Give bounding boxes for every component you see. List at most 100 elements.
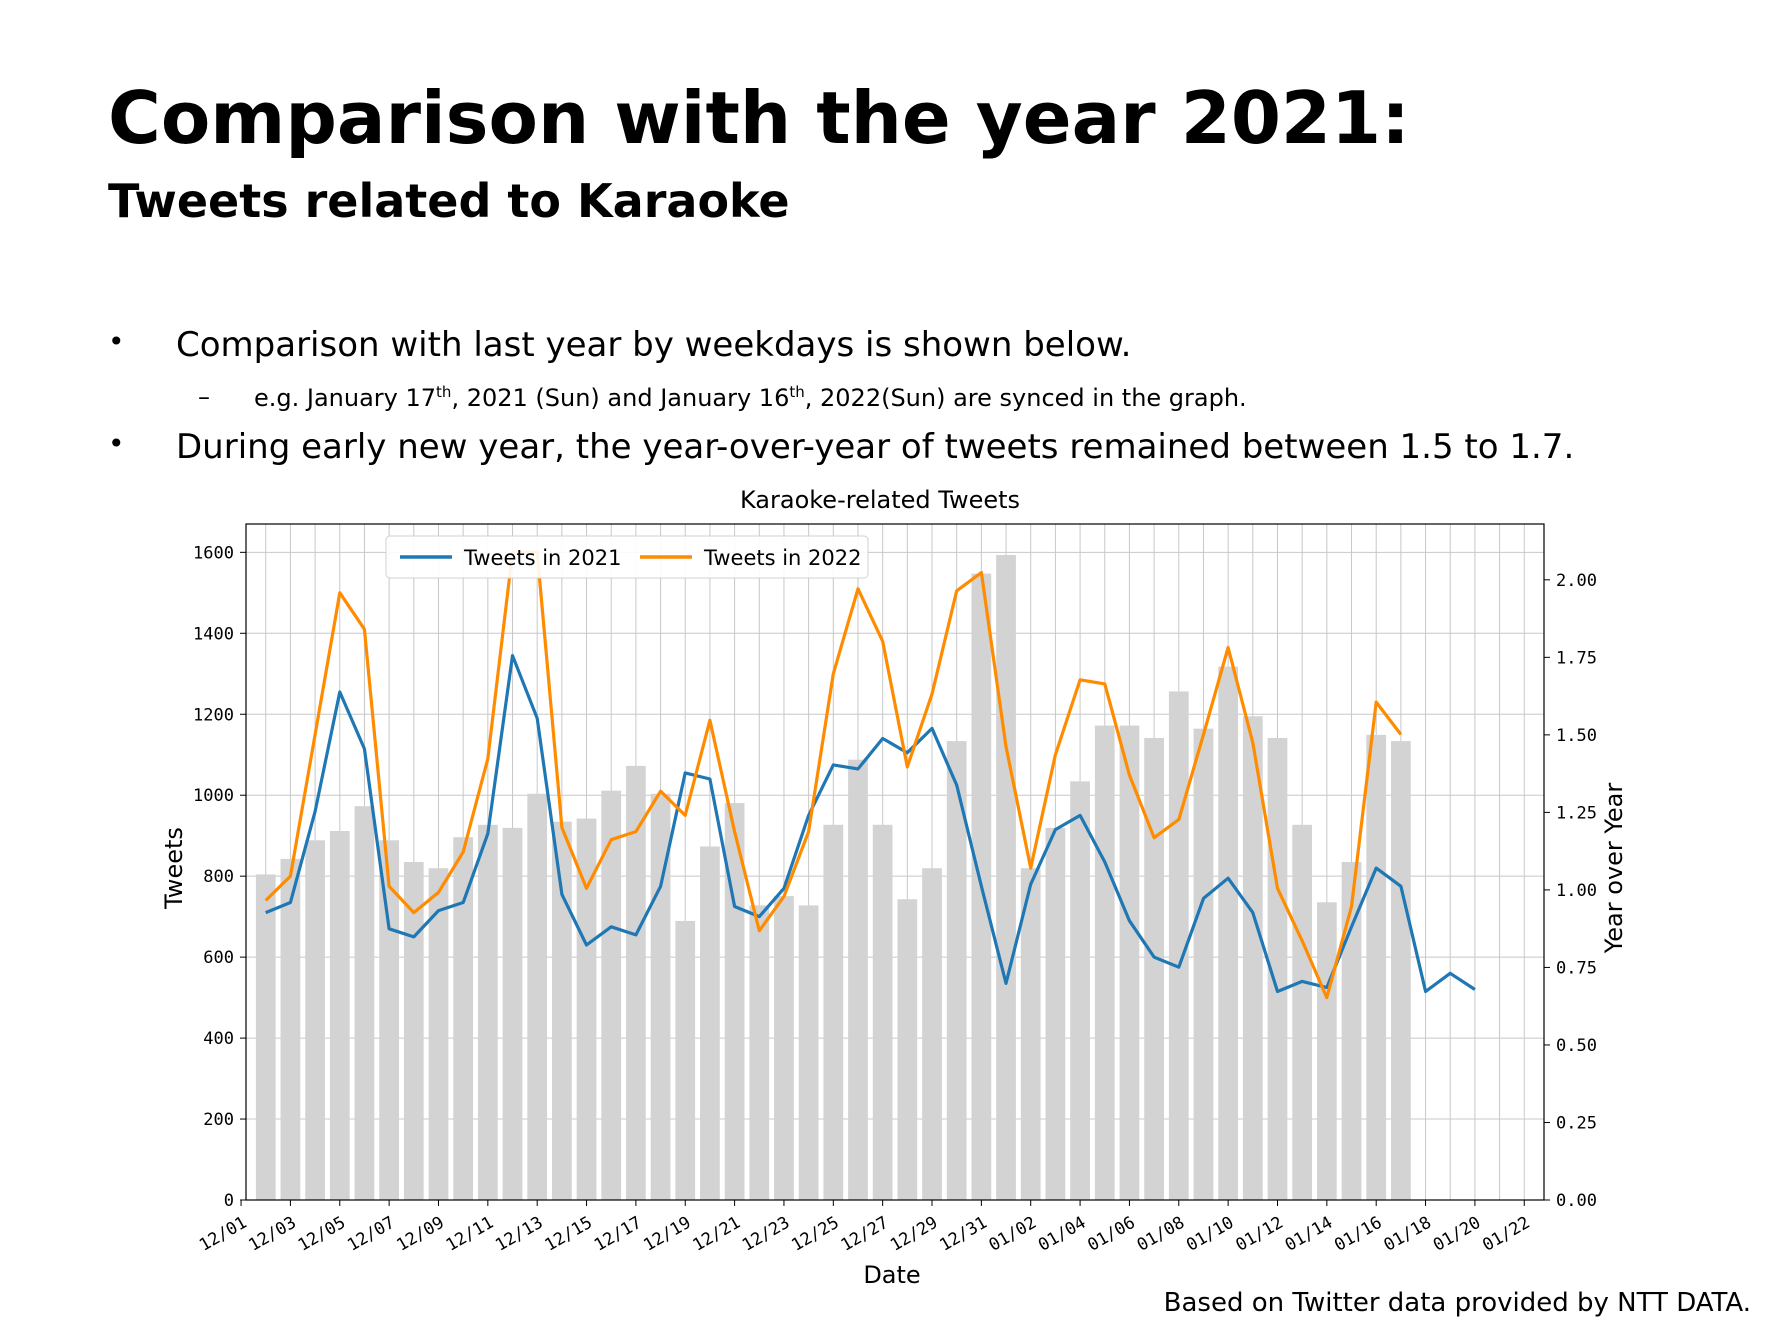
y2-tick-label: 0.75	[1556, 958, 1597, 978]
yoy-bar	[551, 821, 572, 1200]
y-tick-label: 1600	[193, 543, 234, 563]
y-tick-label: 1000	[193, 786, 234, 806]
bullet-dot-icon: •	[108, 427, 125, 460]
x-tick-label: 12/09	[393, 1213, 447, 1256]
x-tick-label: 12/11	[443, 1213, 497, 1256]
y-tick-label: 1400	[193, 624, 234, 644]
bullet-2-text: During early new year, the year-over-yea…	[176, 427, 1575, 467]
y2-tick-label: 1.50	[1556, 726, 1597, 746]
yoy-bar	[1193, 728, 1214, 1200]
line-tweets-2022	[264, 550, 1403, 1000]
dash-icon: –	[198, 383, 210, 411]
yoy-bar	[774, 896, 794, 1200]
yoy-bar	[453, 837, 474, 1200]
y-tick-label: 600	[203, 948, 234, 968]
yoy-bar	[700, 846, 720, 1200]
legend: Tweets in 2021 Tweets in 2022	[385, 535, 869, 579]
y2-tick-label: 0.25	[1556, 1113, 1597, 1133]
x-tick-label: 01/06	[1084, 1213, 1138, 1256]
yoy-bar	[477, 824, 498, 1200]
yoy-bar	[280, 858, 301, 1200]
yoy-bar	[946, 741, 967, 1200]
yoy-bar	[1144, 737, 1164, 1200]
yoy-bar	[305, 840, 325, 1200]
yoy-bar	[922, 868, 942, 1200]
y2-tick-label: 2.00	[1556, 571, 1597, 591]
yoy-bar	[724, 803, 745, 1200]
x-tick-label: 01/02	[986, 1213, 1040, 1256]
yoy-bar	[1168, 691, 1189, 1200]
yoy-bar	[872, 824, 893, 1200]
y-tick-label: 400	[203, 1029, 234, 1049]
yoy-bar	[428, 868, 449, 1200]
yoy-bar	[823, 824, 844, 1200]
line-layer	[264, 550, 1476, 1000]
x-tick-label: 01/10	[1183, 1213, 1237, 1256]
x-tick-label: 01/22	[1479, 1213, 1533, 1256]
bullet-dot-icon: •	[108, 325, 125, 358]
chart-title: Karaoke-related Tweets	[740, 486, 1020, 514]
x-tick-label: 01/12	[1232, 1213, 1286, 1256]
yoy-bar	[1070, 781, 1090, 1200]
x-tick-label: 01/14	[1282, 1213, 1336, 1256]
yoy-bar	[996, 555, 1016, 1200]
yoy-bar	[848, 759, 868, 1200]
slide-subtitle: Tweets related to Karaoke	[108, 174, 790, 228]
x-tick-label: 12/05	[295, 1213, 349, 1256]
yoy-bar	[1316, 902, 1337, 1200]
footer-note: Based on Twitter data provided by NTT DA…	[1163, 1288, 1751, 1318]
yoy-bar	[897, 899, 918, 1200]
yoy-bar	[403, 862, 424, 1200]
x-tick-label: 01/18	[1381, 1213, 1435, 1256]
x-tick-label: 12/27	[838, 1213, 892, 1256]
sub-bullet-text: e.g. January 17th, 2021 (Sun) and Januar…	[254, 383, 1247, 412]
y2-tick-label: 1.00	[1556, 881, 1597, 901]
yoy-bar	[1341, 862, 1362, 1200]
yoy-bar	[502, 827, 523, 1200]
yoy-bar	[255, 874, 276, 1200]
yoy-bar	[1020, 868, 1041, 1200]
x-tick-label: 12/07	[344, 1213, 398, 1256]
x-tick-label: 12/29	[887, 1213, 941, 1256]
line-tweets-2021	[265, 653, 1476, 994]
yoy-bar	[1366, 734, 1387, 1200]
yoy-bar	[1094, 725, 1115, 1200]
bullet-1-text: Comparison with last year by weekdays is…	[176, 325, 1132, 365]
y2-tick-label: 0.50	[1556, 1036, 1597, 1056]
yoy-bar	[576, 818, 597, 1200]
x-tick-label: 12/03	[245, 1213, 299, 1256]
legend-label-2022: Tweets in 2022	[703, 546, 861, 570]
y-axis-label: Tweets	[160, 827, 188, 910]
x-tick-label: 01/08	[1134, 1213, 1188, 1256]
yoy-bar	[1119, 725, 1140, 1200]
yoy-bar	[675, 920, 696, 1200]
y-tick-label: 1200	[193, 705, 234, 725]
x-tick-label: 01/20	[1430, 1213, 1484, 1256]
x-tick-label: 12/25	[788, 1213, 842, 1256]
y-tick-label: 0	[224, 1191, 234, 1211]
y-tick-label: 800	[203, 867, 234, 887]
yoy-bar	[749, 905, 770, 1200]
x-tick-label: 12/15	[542, 1213, 596, 1256]
yoy-bar	[626, 765, 646, 1200]
yoy-bar	[1391, 741, 1411, 1200]
x-tick-label: 12/13	[492, 1213, 546, 1256]
slide-title: Comparison with the year 2021:	[108, 76, 1410, 160]
y2-tick-label: 0.00	[1556, 1191, 1597, 1211]
x-tick-label: 01/16	[1331, 1213, 1385, 1256]
legend-label-2021: Tweets in 2021	[463, 546, 621, 570]
y2-tick-label: 1.75	[1556, 648, 1597, 668]
x-tick-label: 01/04	[1035, 1213, 1089, 1256]
yoy-bar	[1292, 824, 1313, 1200]
yoy-bar	[1045, 827, 1066, 1200]
yoy-bar	[354, 806, 375, 1200]
yoy-bar	[1218, 666, 1239, 1200]
x-tick-label: 12/01	[196, 1213, 250, 1256]
x-tick-label: 12/17	[591, 1213, 645, 1256]
x-tick-label: 12/21	[690, 1213, 744, 1256]
yoy-bar	[601, 790, 622, 1200]
x-tick-label: 12/19	[640, 1213, 694, 1256]
yoy-bar	[1242, 716, 1263, 1200]
x-tick-label: 12/23	[739, 1213, 793, 1256]
